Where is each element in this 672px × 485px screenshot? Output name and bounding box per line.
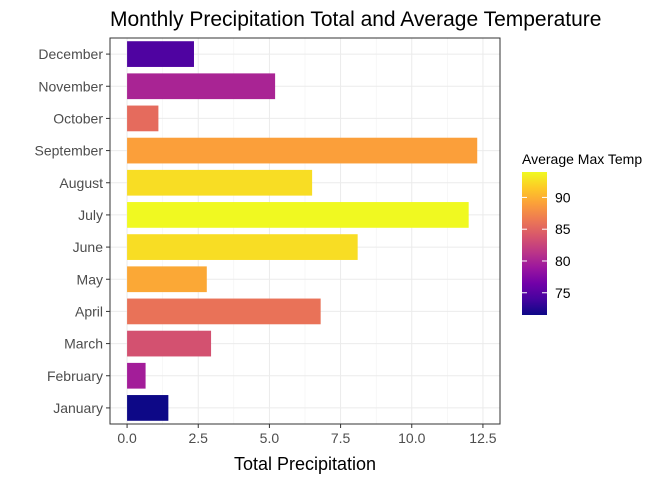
chart-title: Monthly Precipitation Total and Average … [110, 8, 601, 31]
bar-march [127, 330, 212, 357]
x-tick-label: 7.5 [331, 430, 351, 446]
legend-tick-label: 90 [555, 189, 571, 205]
x-tick-label: 2.5 [189, 430, 209, 446]
y-tick-label: December [38, 46, 103, 62]
bar-may [127, 266, 207, 293]
legend: Average Max Temp 75 80 85 90 [522, 151, 642, 315]
bar-august [127, 169, 313, 196]
y-tick-label: May [77, 271, 103, 287]
y-tick-label: April [75, 303, 103, 319]
plot-panel-border [109, 37, 501, 425]
y-tick-label: August [59, 175, 103, 191]
y-tick-label: March [64, 336, 103, 352]
x-tick-label: 0.0 [117, 430, 137, 446]
x-axis-title: Total Precipitation [234, 454, 376, 474]
legend-title: Average Max Temp [522, 151, 642, 167]
bar-november [127, 73, 276, 100]
legend-colorbar [522, 172, 547, 315]
y-tick-label: January [53, 400, 103, 416]
bars [127, 41, 478, 421]
x-tick-label: 10.0 [398, 430, 425, 446]
y-tick-label: February [47, 368, 103, 384]
x-axis: 0.0 2.5 5.0 7.5 10.0 12.5 [117, 424, 497, 446]
legend-tick-label: 85 [555, 221, 571, 237]
bar-september [127, 137, 478, 164]
x-tick-label: 12.5 [469, 430, 496, 446]
bar-june [127, 234, 358, 260]
y-tick-label: July [78, 207, 103, 223]
bar-february [127, 362, 146, 389]
y-tick-label: November [38, 78, 103, 94]
bar-december [127, 41, 194, 67]
x-tick-label: 5.0 [260, 430, 280, 446]
legend-tick-label: 75 [555, 285, 571, 301]
bar-january [127, 395, 169, 421]
bar-july [127, 202, 469, 228]
y-tick-label: September [35, 143, 104, 159]
legend-tick-label: 80 [555, 253, 571, 269]
y-tick-label: October [53, 110, 103, 126]
bar-april [127, 298, 321, 325]
bar-october [127, 105, 159, 132]
y-axis: January February March April May June July Augu… [35, 46, 110, 416]
y-tick-label: June [73, 239, 104, 255]
legend-ticks: 75 80 85 90 [522, 189, 571, 301]
